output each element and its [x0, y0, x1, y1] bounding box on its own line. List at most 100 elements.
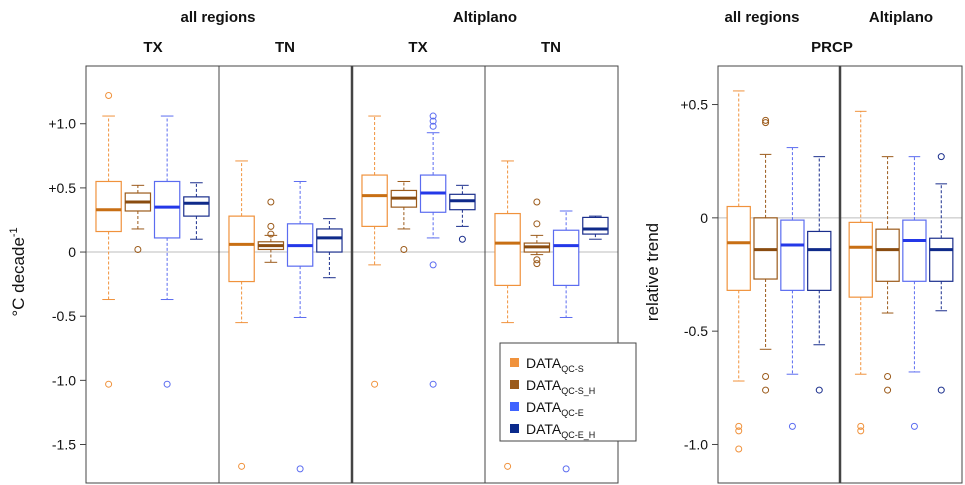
legend: DATAQC-S DATAQC-S_H DATAQC-E DATAQC-E_H — [499, 342, 637, 442]
y-axis-title-base: °C decade — [9, 237, 28, 317]
panel-frame — [351, 65, 486, 484]
outlier-point — [533, 256, 541, 264]
box — [183, 182, 210, 240]
box-iqr — [780, 219, 805, 291]
box — [153, 115, 181, 388]
outlier-point — [429, 380, 437, 388]
box-iqr — [494, 212, 521, 287]
box-iqr — [228, 215, 255, 283]
box — [929, 153, 954, 394]
outlier-point — [762, 116, 770, 124]
outlier-point — [857, 427, 865, 435]
box — [726, 90, 751, 453]
outlier-point — [910, 422, 918, 430]
box — [780, 147, 805, 430]
y-tick-label: -1.0 — [52, 372, 76, 388]
box — [848, 110, 873, 435]
panel-title-tx-2: TX — [408, 39, 427, 56]
box — [523, 198, 551, 268]
legend-frame — [499, 342, 637, 442]
outlier-point — [762, 386, 770, 394]
outlier-point — [533, 198, 541, 206]
box — [228, 160, 255, 470]
legend-swatch — [510, 380, 519, 389]
box — [390, 180, 418, 253]
box-iqr — [902, 219, 927, 282]
precipitation-trend-chart: +0.5 0 -0.5 -1.0 — [680, 65, 963, 484]
box — [552, 210, 580, 473]
outlier-point — [134, 245, 142, 253]
y-tick-label: +1.0 — [48, 116, 76, 132]
outlier-point — [762, 372, 770, 380]
legend-item: DATAQC-S_H — [510, 377, 595, 396]
outlier-point — [937, 386, 945, 394]
box-iqr — [848, 221, 873, 298]
box-iqr — [929, 237, 954, 282]
box-iqr — [582, 216, 609, 235]
outlier-point — [937, 153, 945, 161]
outlier-point — [857, 422, 865, 430]
outlier-point — [371, 380, 379, 388]
y-tick-label: -0.5 — [684, 323, 708, 339]
legend-label-sub: QC-E_H — [561, 430, 595, 440]
outlier-point — [504, 462, 512, 470]
y-axis-title-sup: -1 — [8, 227, 20, 237]
legend-label: DATAQC-E — [526, 399, 584, 418]
box-iqr — [726, 205, 751, 291]
outlier-point — [735, 445, 743, 453]
legend-label-base: DATA — [526, 399, 562, 415]
outlier-point — [267, 230, 275, 238]
legend-item: DATAQC-S — [510, 355, 584, 374]
legend-item: DATAQC-E — [510, 399, 584, 418]
box — [95, 92, 122, 388]
outlier-point — [296, 465, 304, 473]
y-tick-label: +0.5 — [680, 97, 708, 113]
outlier-point — [105, 380, 113, 388]
box — [807, 156, 832, 394]
box — [449, 184, 476, 243]
outlier-point — [762, 119, 770, 127]
outlier-point — [429, 122, 437, 130]
temperature-trend-chart: +1.0 +0.5 0 -0.5 -1.0 -1.5 — [48, 65, 619, 484]
y-tick-label: 0 — [68, 244, 76, 260]
box — [875, 156, 900, 394]
panel-frame — [484, 65, 619, 484]
legend-label-base: DATA — [526, 377, 562, 393]
y-axis-title-temperature: °C decade-1 — [8, 227, 28, 316]
legend-label-sub: QC-S — [561, 364, 584, 374]
y-tick-label: 0 — [700, 210, 708, 226]
box-iqr — [95, 180, 122, 233]
box — [753, 116, 778, 394]
outlier-point — [267, 222, 275, 230]
outlier-point — [815, 386, 823, 394]
outlier-point — [429, 117, 437, 125]
legend-swatch — [510, 358, 519, 367]
panel-title-prcp: PRCP — [811, 39, 853, 56]
box — [257, 198, 285, 263]
y-tick-label: -0.5 — [52, 308, 76, 324]
box-iqr — [153, 180, 181, 239]
outlier-point — [429, 261, 437, 269]
box-iqr — [807, 230, 832, 291]
outlier-point — [458, 235, 466, 243]
outlier-point — [788, 422, 796, 430]
box — [419, 112, 447, 388]
outlier-point — [429, 112, 437, 120]
legend-swatch — [510, 424, 519, 433]
group-title-altiplano-prcp: Altiplano — [869, 9, 933, 26]
y-tick-label: -1.0 — [684, 436, 708, 452]
y-axis-title-relative-trend: relative trend — [643, 223, 662, 321]
outlier-point — [105, 92, 113, 100]
box — [494, 160, 521, 470]
panel-frame — [85, 65, 220, 484]
box-iqr — [316, 228, 343, 253]
group-title-all-regions-prcp: all regions — [724, 9, 799, 26]
outlier-point — [267, 198, 275, 206]
outlier-point — [735, 422, 743, 430]
legend-label-base: DATA — [526, 421, 562, 437]
panel-title-tn-2: TN — [541, 39, 561, 56]
outlier-point — [533, 220, 541, 228]
box — [582, 215, 609, 240]
legend-item: DATAQC-E_H — [510, 421, 595, 440]
